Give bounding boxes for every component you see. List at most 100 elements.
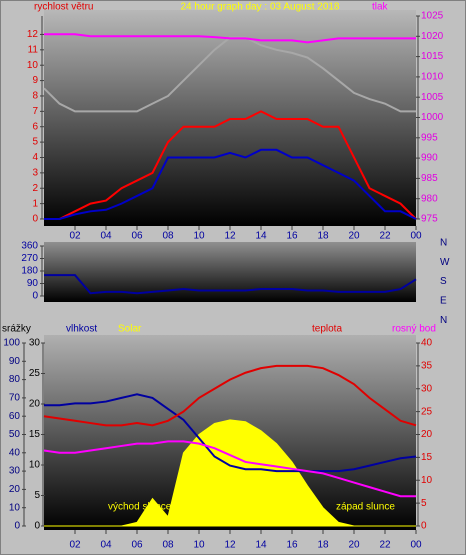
y-tick-label: 10: [9, 502, 21, 513]
x-tick-label: 14: [255, 231, 267, 242]
y2-tick-label: 25: [29, 368, 41, 379]
line: [43, 364, 417, 427]
legend-label: vlhkost: [66, 324, 97, 335]
plot-area: [44, 10, 416, 226]
y-tick-label: 4: [32, 152, 38, 163]
y2-tick-label: 980: [421, 193, 438, 204]
x-tick-label: 18: [317, 540, 329, 551]
x-tick-label: 00: [410, 540, 422, 551]
y3-tick-label: 35: [421, 361, 433, 372]
y-tick-label: 360: [21, 241, 38, 252]
x-tick-label: 22: [379, 540, 391, 551]
x-tick-label: 02: [69, 231, 81, 242]
y3-tick-label: 20: [421, 429, 433, 440]
y2-tick-label: 1005: [421, 92, 444, 103]
y2-tick-label: 975: [421, 214, 438, 225]
y2-tick-label: 0: [34, 521, 40, 532]
x-tick-label: 10: [193, 540, 205, 551]
y2-tick-label: 1000: [421, 112, 444, 123]
y-tick-label: 50: [9, 429, 21, 440]
annotation: západ slunce: [336, 502, 395, 513]
y-tick-label: 0: [14, 521, 20, 532]
y2-tick-label: 990: [421, 153, 438, 164]
x-tick-label: 04: [100, 540, 112, 551]
annotation: E: [440, 296, 447, 307]
y-tick-label: 90: [27, 278, 39, 289]
line: [44, 393, 417, 473]
y3-tick-label: 25: [421, 406, 433, 417]
x-tick-label: 08: [162, 540, 174, 551]
x-tick-label: 12: [224, 540, 236, 551]
x-tick-label: 06: [131, 231, 143, 242]
y-tick-label: 10: [27, 60, 39, 71]
x-tick-label: 06: [131, 540, 143, 551]
x-tick-label: 16: [286, 231, 298, 242]
y2-tick-label: 1020: [421, 31, 444, 42]
y-tick-label: 270: [21, 253, 38, 264]
y-tick-label: 60: [9, 411, 21, 422]
y-tick-label: 1: [32, 198, 38, 209]
y3-tick-label: 15: [421, 452, 433, 463]
y-tick-label: 7: [32, 106, 38, 117]
y-tick-label: 8: [32, 91, 38, 102]
line: [44, 110, 417, 220]
annotation: W: [440, 257, 450, 268]
x-tick-label: 20: [348, 540, 360, 551]
x-tick-label: 18: [317, 231, 329, 242]
x-tick-label: 08: [162, 231, 174, 242]
x-tick-label: 20: [348, 231, 360, 242]
y-tick-label: 0: [32, 214, 38, 225]
y-tick-label: 3: [32, 168, 38, 179]
y2-tick-label: 985: [421, 173, 438, 184]
annotation: východ slunce: [108, 502, 172, 513]
y2-tick-label: 15: [29, 429, 41, 440]
area: [44, 419, 416, 527]
x-tick-label: 12: [224, 231, 236, 242]
y2-tick-label: 5: [34, 490, 40, 501]
line: [44, 148, 417, 220]
annotation: N: [440, 238, 447, 249]
y-tick-label: 0: [32, 291, 38, 302]
y-tick-label: 12: [27, 29, 39, 40]
y3-tick-label: 30: [421, 383, 433, 394]
y-tick-label: 90: [9, 356, 21, 367]
chart-title: 24 hour graph day : 03 August 2018: [180, 2, 339, 13]
x-tick-label: 04: [100, 231, 112, 242]
y-tick-label: 30: [9, 466, 21, 477]
line: [43, 440, 416, 498]
x-tick-label: 10: [193, 231, 205, 242]
y-tick-label: 6: [32, 121, 38, 132]
x-tick-label: 00: [410, 231, 422, 242]
y2-tick-label: 1025: [421, 11, 444, 22]
y2-tick-label: 20: [29, 399, 41, 410]
y-tick-label: 100: [3, 338, 20, 349]
y3-tick-label: 40: [421, 338, 433, 349]
x-tick-label: 16: [286, 540, 298, 551]
x-tick-label: 22: [379, 231, 391, 242]
y-tick-label: 80: [9, 374, 21, 385]
line: [44, 274, 417, 295]
y2-axis-label: tlak: [372, 2, 389, 13]
y2-tick-label: 1015: [421, 51, 444, 62]
y3-tick-label: 0: [421, 521, 427, 532]
y-axis-label: rychlost větru: [34, 2, 93, 13]
legend-label: teplota: [312, 324, 342, 335]
y-tick-label: 5: [32, 137, 38, 148]
y-tick-label: 9: [32, 75, 38, 86]
y-tick-label: 11: [28, 44, 39, 55]
y-tick-label: 70: [9, 393, 21, 404]
x-tick-label: 02: [69, 540, 81, 551]
y2-tick-label: 30: [29, 338, 41, 349]
y3-tick-label: 10: [421, 475, 433, 486]
y-tick-label: 20: [9, 484, 21, 495]
y3-tick-label: 5: [421, 498, 427, 509]
y-tick-label: 40: [9, 447, 21, 458]
legend-label: rosný bod: [392, 324, 436, 335]
y-tick-label: 2: [32, 183, 38, 194]
legend-label: Solar: [118, 324, 142, 335]
y2-tick-label: 1010: [421, 72, 444, 83]
annotation: N: [440, 315, 447, 326]
y2-tick-label: 10: [29, 460, 41, 471]
